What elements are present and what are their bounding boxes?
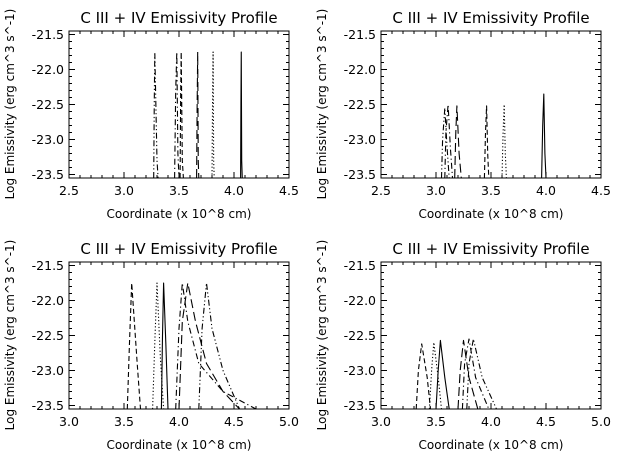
panel-bottom-left: C III + IV Emissivity Profile 3.0 3.5 4.0 4… <box>3 240 299 452</box>
x-tick-label: 3.0 <box>114 183 134 198</box>
plot-data <box>440 93 547 179</box>
y-axis-label: Log Emissivity (erg cm^3 s^-1) <box>3 9 17 200</box>
x-tick-label: 5.0 <box>591 414 611 429</box>
x-tick-label: 3.5 <box>169 183 189 198</box>
x-tick-label: 3.5 <box>481 183 501 198</box>
x-axis-label: Coordinate (x 10^8 cm) <box>419 438 564 452</box>
y-tick-label: -22.0 <box>32 293 64 308</box>
x-axis-label: Coordinate (x 10^8 cm) <box>107 438 252 452</box>
chart-title: C III + IV Emissivity Profile <box>80 240 277 258</box>
y-tick-label: -21.5 <box>32 27 64 42</box>
y-tick-label: -22.5 <box>344 97 376 112</box>
series-line-longdash <box>196 51 200 179</box>
series-line-dashed <box>483 105 490 179</box>
plot-data <box>415 338 498 410</box>
x-tick-label: 4.5 <box>591 183 611 198</box>
y-axis-label: Log Emissivity (erg cm^3 s^-1) <box>3 240 17 431</box>
series-line-dashdotdot <box>153 51 159 179</box>
axis-ticks: 2.5 3.0 3.5 4.0 4.5 -21.5 -22.0 -22.5 -23.0 -23.5 <box>344 27 611 198</box>
y-tick-label: -22.0 <box>32 62 64 77</box>
x-tick-label: 5.0 <box>279 414 299 429</box>
y-tick-label: -23.5 <box>32 398 64 413</box>
x-tick-label: 4.5 <box>224 414 244 429</box>
chart-title: C III + IV Emissivity Profile <box>392 240 589 258</box>
series-line-dotted <box>152 282 165 410</box>
series-line-dotted <box>501 103 507 179</box>
y-tick-label: -21.5 <box>344 27 376 42</box>
series-line-dotted <box>428 341 443 410</box>
x-tick-label: 4.0 <box>169 414 189 429</box>
series-line-solid <box>160 282 169 410</box>
series-line-solid <box>541 93 547 179</box>
series-line-dashed <box>126 282 142 410</box>
series-line-dashdot <box>174 51 180 179</box>
axis-ticks: 3.0 3.5 4.0 4.5 5.0 -21.5 -22.0 -22.5 -23.0 -23.5 <box>32 258 299 429</box>
panel-top-left: C III + IV Emissivity Profile 2.5 3.0 3.5 4… <box>3 9 299 221</box>
x-tick-label: 3.0 <box>59 414 79 429</box>
y-tick-label: -22.5 <box>32 97 64 112</box>
series-line-solid <box>435 339 450 410</box>
y-tick-label: -22.5 <box>344 328 376 343</box>
x-tick-label: 4.0 <box>536 183 556 198</box>
x-tick-label: 2.5 <box>371 183 391 198</box>
x-tick-label: 4.5 <box>536 414 556 429</box>
x-axis-label: Coordinate (x 10^8 cm) <box>419 207 564 221</box>
y-axis-label: Log Emissivity (erg cm^3 s^-1) <box>315 9 329 200</box>
y-tick-label: -22.5 <box>32 328 64 343</box>
plot-data <box>126 282 257 410</box>
panel-top-right: C III + IV Emissivity Profile 2.5 3.0 3.5 4… <box>315 9 611 221</box>
y-tick-label: -23.5 <box>344 167 376 182</box>
x-axis-label: Coordinate (x 10^8 cm) <box>107 207 252 221</box>
series-line-dashed <box>415 343 432 410</box>
y-tick-label: -21.5 <box>32 258 64 273</box>
series-line-dashdot <box>461 338 490 410</box>
series-line-longdash <box>454 105 462 179</box>
plot-frame <box>68 261 290 410</box>
series-line-solid <box>240 51 243 179</box>
x-tick-label: 3.5 <box>114 414 134 429</box>
x-tick-label: 4.0 <box>224 183 244 198</box>
series-line-dashdotdot <box>198 282 241 410</box>
plot-frame <box>380 30 602 179</box>
series-line-dotted <box>211 51 215 179</box>
x-tick-label: 3.0 <box>426 183 446 198</box>
plot-frame <box>380 261 602 410</box>
series-line-dashed <box>179 51 184 179</box>
y-tick-label: -21.5 <box>344 258 376 273</box>
y-tick-label: -23.0 <box>344 363 376 378</box>
series-line-longdash <box>178 282 240 410</box>
x-tick-label: 3.0 <box>371 414 391 429</box>
y-tick-label: -23.0 <box>32 132 64 147</box>
y-tick-label: -23.5 <box>344 398 376 413</box>
x-tick-label: 4.5 <box>279 183 299 198</box>
y-tick-label: -23.0 <box>344 132 376 147</box>
axis-ticks: 3.0 3.5 4.0 4.5 5.0 -21.5 -22.0 -22.5 -23.0 -23.5 <box>344 258 611 429</box>
x-tick-label: 4.0 <box>481 414 501 429</box>
series-line-dashdot <box>444 103 454 179</box>
y-axis-label: Log Emissivity (erg cm^3 s^-1) <box>315 240 329 431</box>
y-tick-label: -23.5 <box>32 167 64 182</box>
series-line-dashdotdot <box>440 107 450 179</box>
y-tick-label: -22.0 <box>344 293 376 308</box>
axis-ticks: 2.5 3.0 3.5 4.0 4.5 -21.5 -22.0 -22.5 -23.0 -23.5 <box>32 27 299 198</box>
series-line-longdash <box>457 339 479 410</box>
chart-title: C III + IV Emissivity Profile <box>392 9 589 27</box>
y-tick-label: -22.0 <box>344 62 376 77</box>
chart-title: C III + IV Emissivity Profile <box>80 9 277 27</box>
y-tick-label: -23.0 <box>32 363 64 378</box>
x-tick-label: 3.5 <box>426 414 446 429</box>
plot-frame <box>68 30 290 179</box>
series-line-dashdot <box>175 282 257 410</box>
panel-bottom-right: C III + IV Emissivity Profile 3.0 3.5 4.0 4… <box>315 240 611 452</box>
plot-data <box>153 51 243 179</box>
x-tick-label: 2.5 <box>59 183 79 198</box>
